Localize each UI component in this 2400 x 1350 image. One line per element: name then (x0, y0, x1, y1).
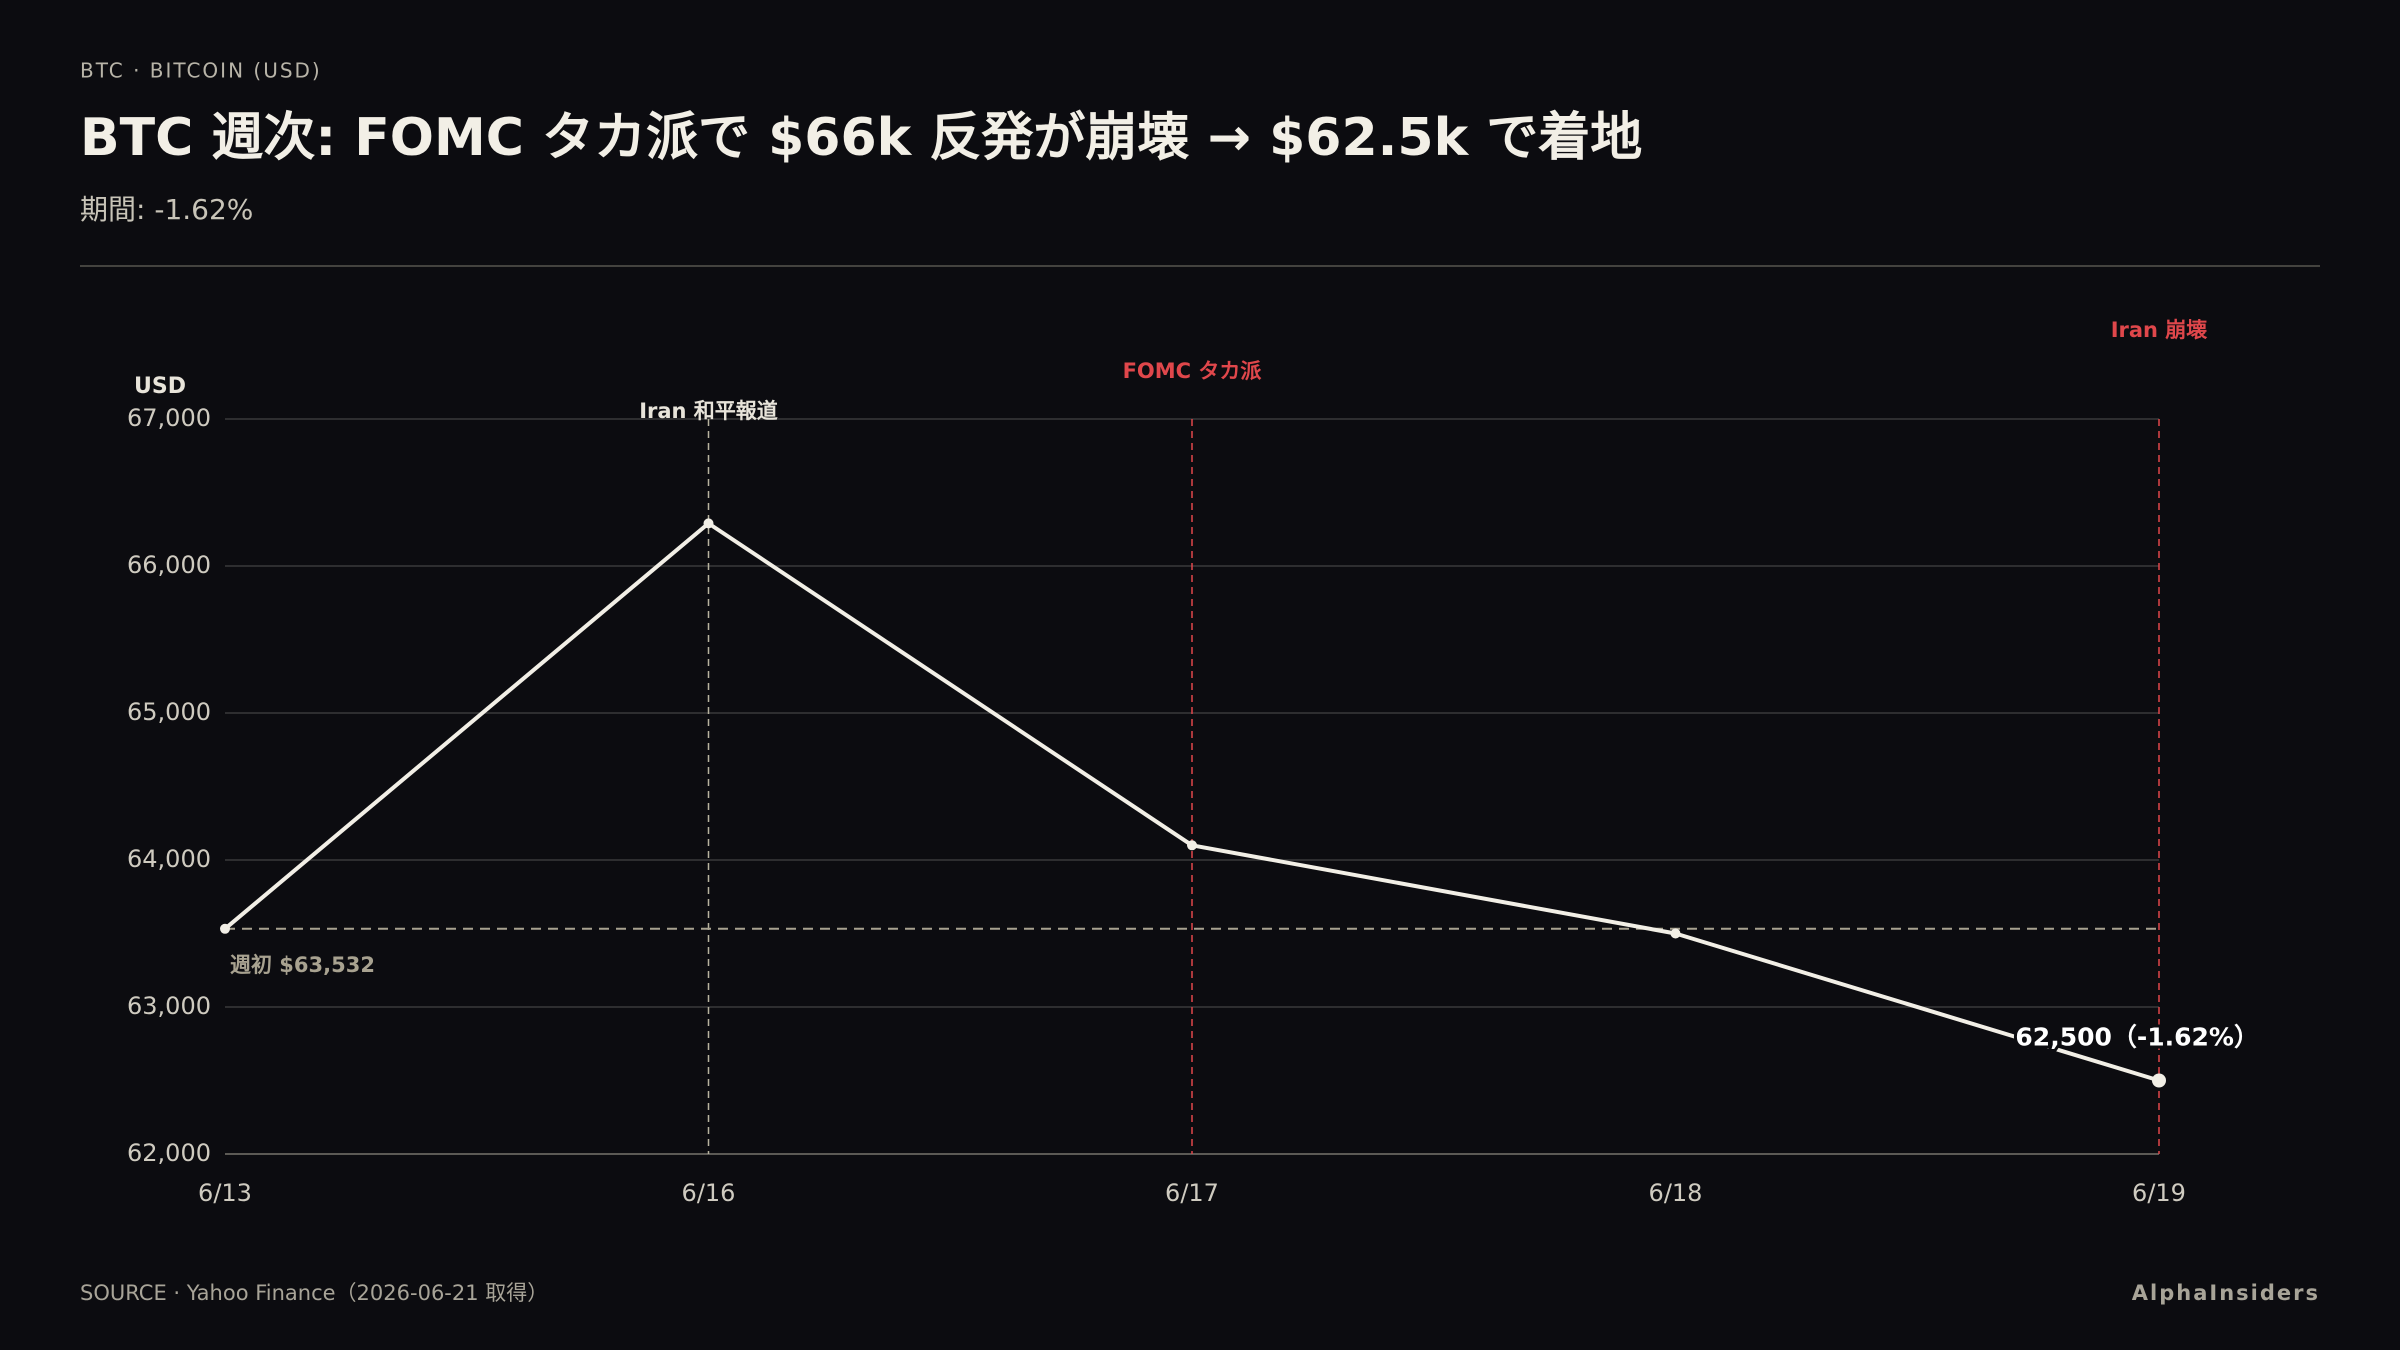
data-point (2152, 1073, 2166, 1088)
y-tick-label: 64,000 (127, 845, 211, 873)
subtitle: 期間: -1.62% (80, 193, 253, 226)
data-point (703, 518, 714, 529)
y-tick-label: 65,000 (127, 698, 211, 726)
data-point (1187, 840, 1197, 851)
x-tick-label: 6/13 (198, 1179, 252, 1207)
data-point (220, 923, 230, 934)
source: SOURCE · Yahoo Finance（2026-06-21 取得） (80, 1281, 548, 1305)
x-tick-label: 6/16 (682, 1179, 736, 1207)
y-axis-label: USD (134, 374, 186, 399)
value-label: 62,500（-1.62%） (2015, 1023, 2259, 1052)
kicker: BTC · BITCOIN (USD) (80, 59, 322, 83)
data-point (1670, 928, 1681, 939)
reference-label: 週初 $63,532 (230, 953, 375, 977)
y-tick-label: 67,000 (127, 404, 211, 432)
y-tick-label: 62,000 (127, 1139, 211, 1167)
event-label: FOMC タカ派 (1123, 359, 1263, 383)
x-tick-label: 6/19 (2132, 1179, 2186, 1207)
chart-title: BTC 週次: FOMC タカ派で $66k 反発が崩壊 → $62.5k で着… (80, 108, 1642, 168)
y-tick-label: 66,000 (127, 551, 211, 579)
brand: AlphaInsiders (2132, 1281, 2320, 1305)
event-label: Iran 崩壊 (2111, 318, 2208, 342)
y-tick-label: 63,000 (127, 992, 211, 1020)
x-tick-label: 6/17 (1165, 1179, 1219, 1207)
x-tick-label: 6/18 (1649, 1179, 1703, 1207)
event-label: Iran 和平報道 (639, 399, 778, 423)
